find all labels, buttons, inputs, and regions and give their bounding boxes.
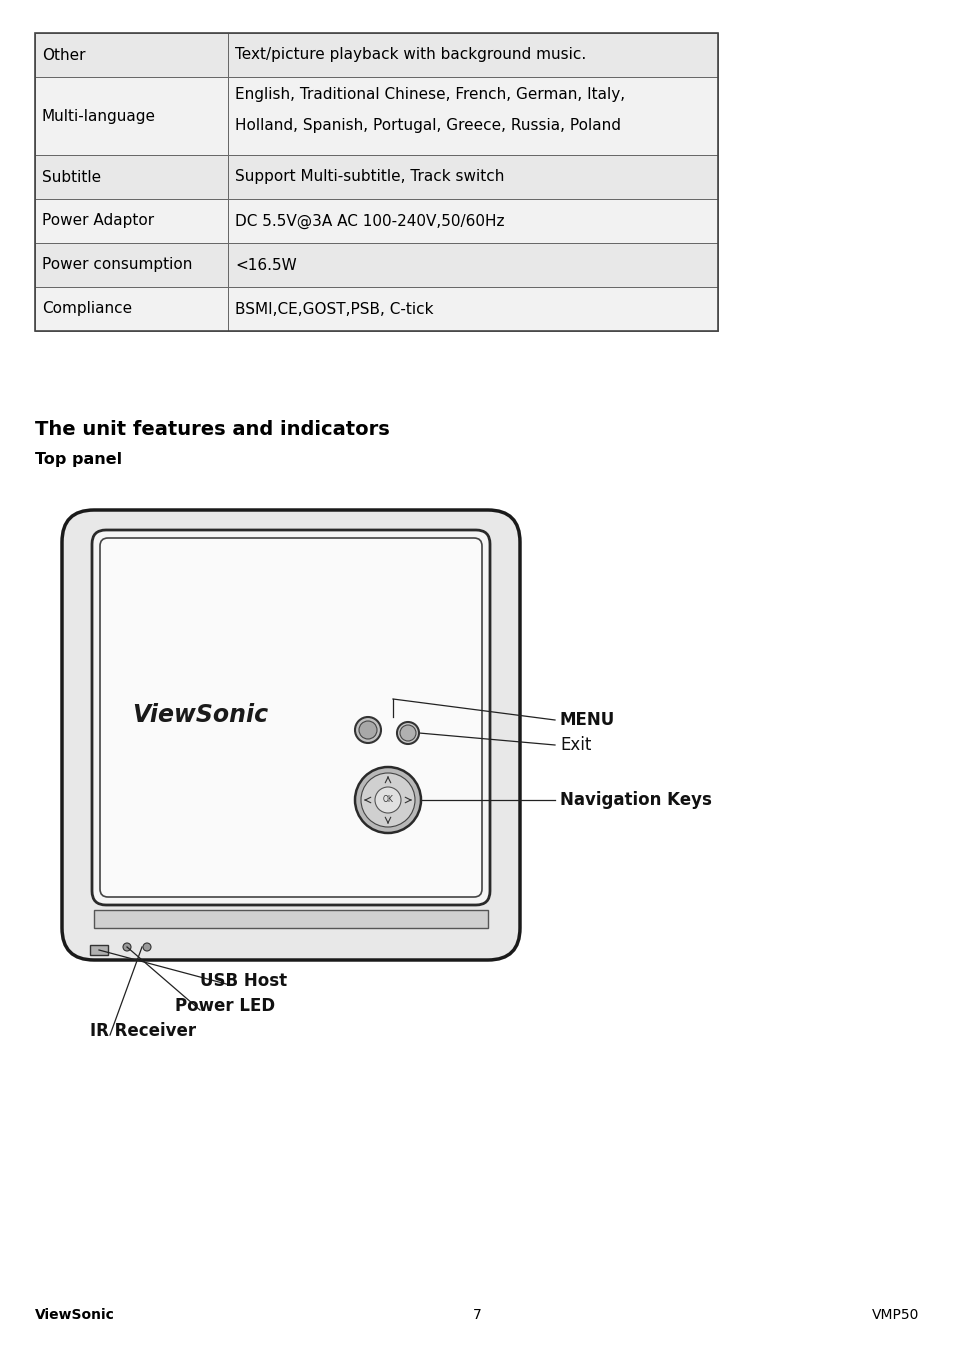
- Circle shape: [355, 767, 420, 833]
- Bar: [228, 32, 718, 77]
- Text: Power consumption: Power consumption: [42, 258, 193, 273]
- Bar: [94, 910, 488, 927]
- FancyBboxPatch shape: [100, 539, 481, 896]
- Text: VMP50: VMP50: [871, 1308, 918, 1322]
- Bar: [35, 198, 228, 243]
- Bar: [35, 155, 228, 198]
- Text: Multi-language: Multi-language: [42, 108, 156, 123]
- Text: Other: Other: [42, 47, 86, 62]
- Text: 7: 7: [472, 1308, 481, 1322]
- Bar: [35, 77, 228, 155]
- FancyBboxPatch shape: [62, 510, 519, 960]
- Text: Support Multi-subtitle, Track switch: Support Multi-subtitle, Track switch: [234, 170, 504, 185]
- Text: <16.5W: <16.5W: [234, 258, 296, 273]
- Text: MENU: MENU: [559, 711, 615, 729]
- Bar: [228, 288, 718, 331]
- Circle shape: [399, 725, 416, 741]
- Bar: [228, 198, 718, 243]
- Circle shape: [143, 944, 151, 950]
- Text: DC 5.5V@3A AC 100-240V,50/60Hz: DC 5.5V@3A AC 100-240V,50/60Hz: [234, 213, 504, 228]
- Text: Text/picture playback with background music.: Text/picture playback with background mu…: [234, 47, 586, 62]
- Text: Power LED: Power LED: [174, 998, 274, 1015]
- Circle shape: [123, 944, 131, 950]
- Text: Navigation Keys: Navigation Keys: [559, 791, 711, 809]
- Circle shape: [375, 787, 400, 813]
- Bar: [35, 32, 718, 331]
- Bar: [35, 32, 228, 77]
- Text: Exit: Exit: [559, 736, 591, 755]
- Text: The unit features and indicators: The unit features and indicators: [35, 420, 390, 439]
- Bar: [228, 243, 718, 288]
- Text: Power Adaptor: Power Adaptor: [42, 213, 154, 228]
- Text: ViewSonic: ViewSonic: [35, 1308, 114, 1322]
- Text: OK: OK: [382, 795, 393, 805]
- Text: Holland, Spanish, Portugal, Greece, Russia, Poland: Holland, Spanish, Portugal, Greece, Russ…: [234, 117, 620, 132]
- Circle shape: [360, 774, 415, 828]
- Text: USB Host: USB Host: [200, 972, 287, 990]
- Text: BSMI,CE,GOST,PSB, C-tick: BSMI,CE,GOST,PSB, C-tick: [234, 301, 433, 316]
- Text: English, Traditional Chinese, French, German, Italy,: English, Traditional Chinese, French, Ge…: [234, 86, 624, 101]
- Circle shape: [355, 717, 380, 742]
- Text: Top panel: Top panel: [35, 452, 122, 467]
- Bar: [35, 243, 228, 288]
- Text: Compliance: Compliance: [42, 301, 132, 316]
- Text: ViewSonic: ViewSonic: [132, 703, 268, 728]
- Circle shape: [396, 722, 418, 744]
- Text: IR Receiver: IR Receiver: [90, 1022, 196, 1040]
- Bar: [228, 155, 718, 198]
- Circle shape: [358, 721, 376, 738]
- Bar: [35, 288, 228, 331]
- Text: Subtitle: Subtitle: [42, 170, 101, 185]
- FancyBboxPatch shape: [91, 531, 490, 905]
- Bar: [228, 77, 718, 155]
- Bar: [90, 945, 108, 954]
